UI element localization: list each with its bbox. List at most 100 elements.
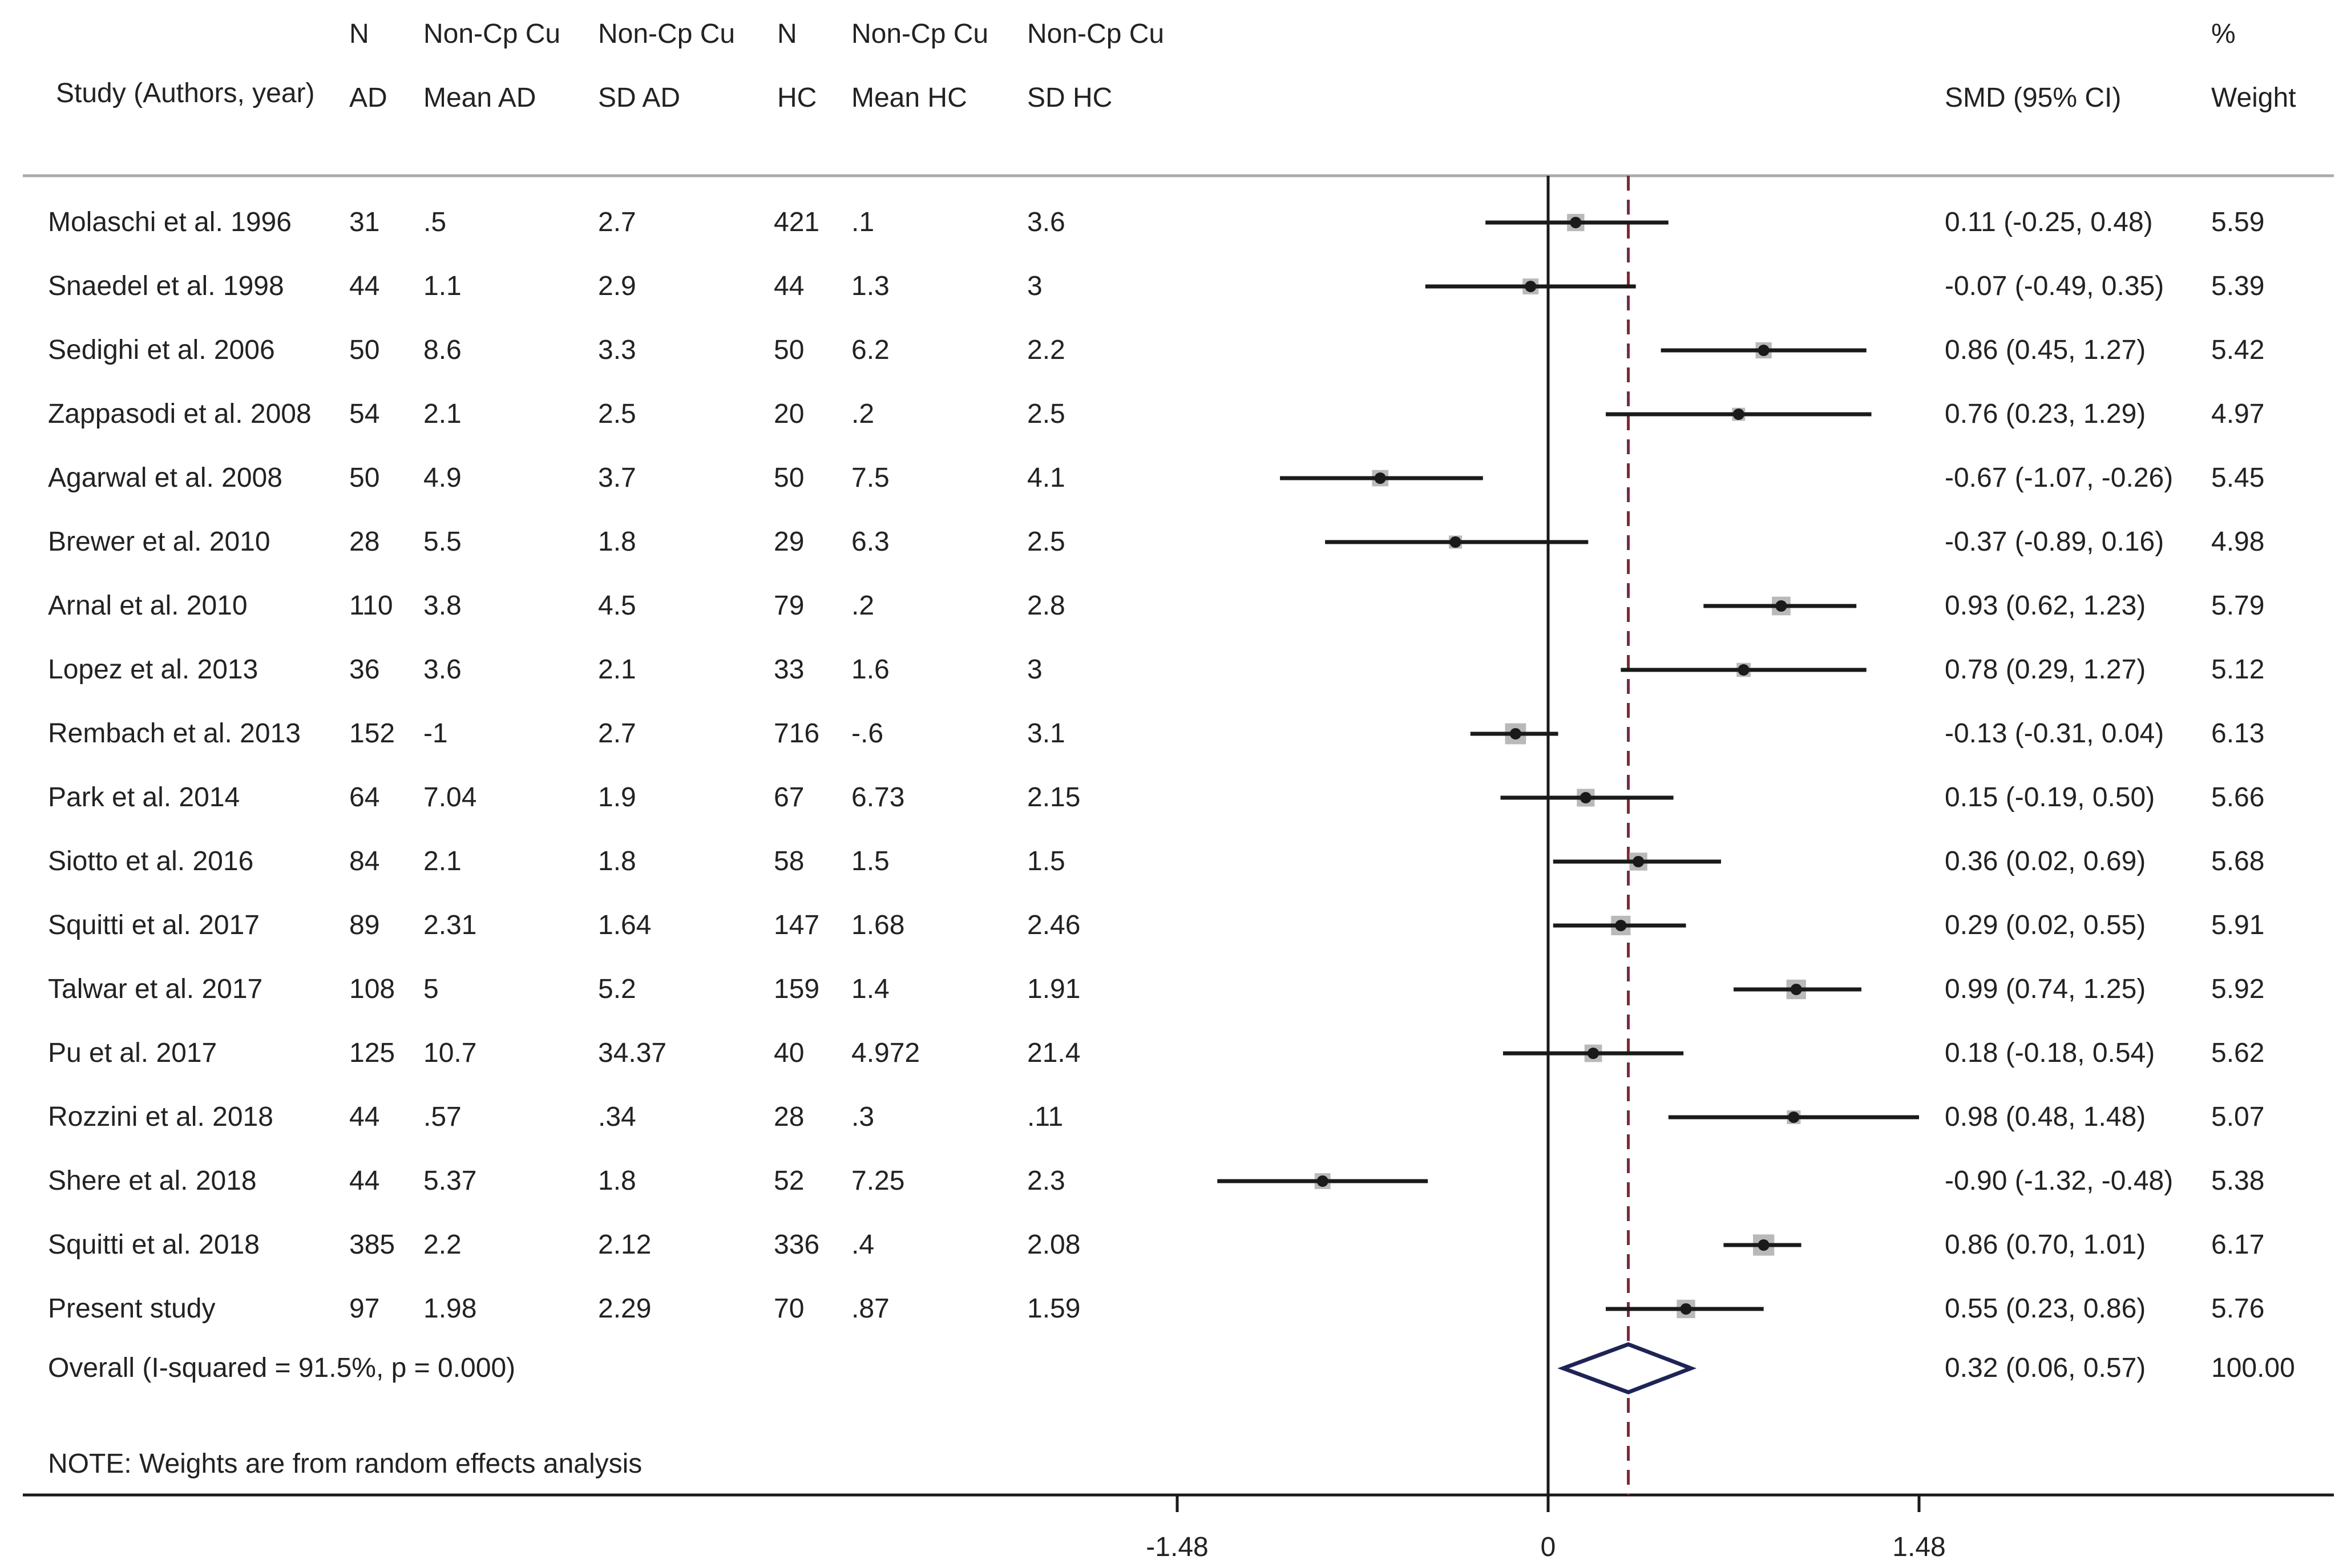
header-mean-ad-top: Non-Cp Cu — [423, 19, 561, 49]
sd-hc: 2.15 — [1027, 782, 1081, 813]
sd-ad: 3.3 — [598, 335, 636, 365]
header-n-ad-top: N — [349, 19, 369, 49]
n-hc: 44 — [774, 271, 805, 301]
table-row: Molaschi et al. 1996 31 .5 2.7 421 .1 3.6 0.11 … — [0, 209, 2351, 254]
x-tick-label: 0 — [1540, 1532, 1556, 1562]
sd-hc: 2.46 — [1027, 910, 1081, 940]
sd-ad: 2.7 — [598, 718, 636, 749]
header-n-hc-top: N — [777, 19, 797, 49]
point-estimate — [1580, 792, 1591, 803]
n-ad: 84 — [349, 846, 380, 876]
mean-hc: .2 — [851, 399, 875, 429]
mean-ad: 8.6 — [423, 335, 462, 365]
n-ad: 31 — [349, 207, 380, 237]
study-name: Rozzini et al. 2018 — [48, 1102, 273, 1132]
mean-ad: 5.37 — [423, 1166, 477, 1196]
smd-ci: 0.78 (0.29, 1.27) — [1945, 654, 2146, 685]
header-mean-hc: Mean HC — [851, 83, 967, 113]
mean-ad: 3.6 — [423, 654, 462, 685]
mean-ad: 2.31 — [423, 910, 477, 940]
n-hc: 52 — [774, 1166, 805, 1196]
mean-ad: 2.1 — [423, 846, 462, 876]
sd-hc: 1.59 — [1027, 1294, 1081, 1324]
n-ad: 44 — [349, 271, 380, 301]
smd-ci: -0.07 (-0.49, 0.35) — [1945, 271, 2164, 301]
n-ad: 110 — [349, 591, 393, 621]
header-study: Study (Authors, year) — [56, 78, 315, 108]
weight: 5.07 — [2211, 1102, 2265, 1132]
weight: 5.59 — [2211, 207, 2265, 237]
n-hc: 58 — [774, 846, 805, 876]
n-ad: 44 — [349, 1102, 380, 1132]
point-estimate — [1587, 1048, 1599, 1059]
table-row: Siotto et al. 2016 84 2.1 1.8 58 1.5 1.5 0.36 (… — [0, 848, 2351, 894]
table-row: Lopez et al. 2013 36 3.6 2.1 33 1.6 3 0.78 (0.2… — [0, 656, 2351, 702]
n-hc: 67 — [774, 782, 805, 813]
mean-ad: 7.04 — [423, 782, 477, 813]
sd-hc: 3.6 — [1027, 207, 1065, 237]
point-estimate — [1758, 1239, 1770, 1251]
weight: 5.76 — [2211, 1294, 2265, 1324]
sd-hc: 3.1 — [1027, 718, 1065, 749]
study-name: Sedighi et al. 2006 — [48, 335, 275, 365]
table-row: Talwar et al. 2017 108 5 5.2 159 1.4 1.91 0.99 … — [0, 976, 2351, 1021]
mean-hc: -.6 — [851, 718, 884, 749]
n-hc: 29 — [774, 527, 805, 557]
point-estimate — [1758, 345, 1770, 356]
sd-ad: .34 — [598, 1102, 636, 1132]
sd-hc: 1.5 — [1027, 846, 1065, 876]
mean-hc: .4 — [851, 1230, 875, 1260]
sd-ad: 1.9 — [598, 782, 636, 813]
weight: 5.38 — [2211, 1166, 2265, 1196]
mean-ad: 4.9 — [423, 463, 462, 493]
n-ad: 36 — [349, 654, 380, 685]
n-ad: 97 — [349, 1294, 380, 1324]
sd-ad: 1.8 — [598, 527, 636, 557]
mean-hc: .87 — [851, 1294, 890, 1324]
mean-ad: 10.7 — [423, 1038, 477, 1068]
n-ad: 385 — [349, 1230, 395, 1260]
sd-hc: 4.1 — [1027, 463, 1065, 493]
sd-hc: 2.5 — [1027, 399, 1065, 429]
mean-hc: .2 — [851, 591, 875, 621]
smd-ci: 0.18 (-0.18, 0.54) — [1945, 1038, 2155, 1068]
mean-hc: 6.3 — [851, 527, 890, 557]
smd-ci: 0.98 (0.48, 1.48) — [1945, 1102, 2146, 1132]
header-weight: Weight — [2211, 83, 2296, 113]
study-name: Brewer et al. 2010 — [48, 527, 270, 557]
point-estimate — [1316, 1175, 1328, 1187]
n-ad: 89 — [349, 910, 380, 940]
header-weight-top: % — [2211, 19, 2236, 49]
weight: 5.68 — [2211, 846, 2265, 876]
header-sd-hc-top: Non-Cp Cu — [1027, 19, 1165, 49]
point-estimate — [1374, 472, 1386, 484]
weight: 5.79 — [2211, 591, 2265, 621]
sd-hc: 2.3 — [1027, 1166, 1065, 1196]
n-hc: 70 — [774, 1294, 805, 1324]
smd-ci: -0.90 (-1.32, -0.48) — [1945, 1166, 2174, 1196]
n-hc: 33 — [774, 654, 805, 685]
n-ad: 44 — [349, 1166, 380, 1196]
point-estimate — [1738, 664, 1750, 676]
overall-label: Overall (I-squared = 91.5%, p = 0.000) — [48, 1353, 516, 1383]
table-row: Brewer et al. 2010 28 5.5 1.8 29 6.3 2.5 -0.37 … — [0, 528, 2351, 574]
point-estimate — [1790, 984, 1802, 995]
smd-ci: 0.76 (0.23, 1.29) — [1945, 399, 2146, 429]
mean-ad: 3.8 — [423, 591, 462, 621]
smd-ci: -0.67 (-1.07, -0.26) — [1945, 463, 2174, 493]
point-estimate — [1732, 409, 1744, 420]
mean-ad: 2.2 — [423, 1230, 462, 1260]
point-estimate — [1525, 281, 1537, 292]
n-hc: 20 — [774, 399, 805, 429]
n-ad: 108 — [349, 974, 395, 1004]
mean-ad: 5.5 — [423, 527, 462, 557]
n-hc: 28 — [774, 1102, 805, 1132]
table-row: Pu et al. 2017 125 10.7 34.37 40 4.972 21.4 0.1… — [0, 1040, 2351, 1085]
weight: 4.98 — [2211, 527, 2265, 557]
weight: 5.66 — [2211, 782, 2265, 813]
mean-ad: -1 — [423, 718, 448, 749]
mean-hc: 6.2 — [851, 335, 890, 365]
overall-diamond — [1557, 1342, 1697, 1395]
study-name: Pu et al. 2017 — [48, 1038, 217, 1068]
